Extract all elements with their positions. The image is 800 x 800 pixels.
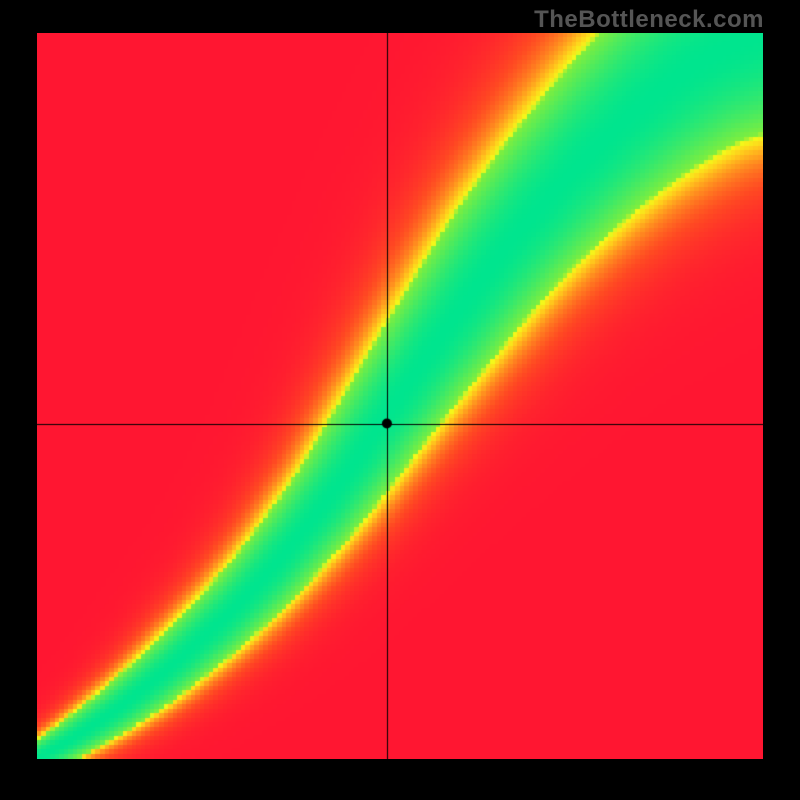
chart-frame: TheBottleneck.com — [0, 0, 800, 800]
watermark-text: TheBottleneck.com — [534, 6, 764, 34]
plot-area — [37, 33, 763, 759]
heatmap-canvas — [37, 33, 763, 759]
